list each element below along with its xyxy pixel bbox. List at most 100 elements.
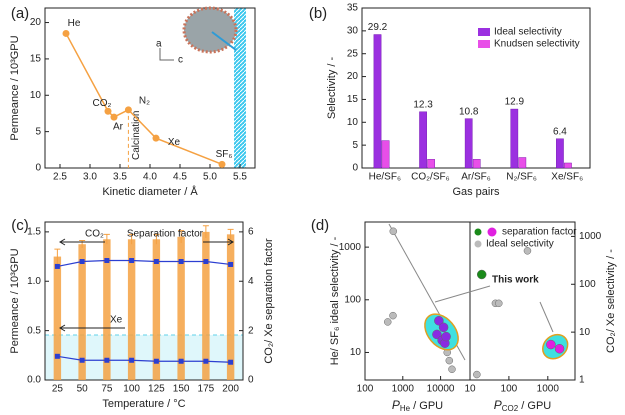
arrow: [539, 301, 554, 333]
x-tick-label: 200: [222, 384, 239, 395]
y-tick-label: 0.0: [27, 375, 41, 386]
bar: [103, 239, 111, 380]
data-point: [178, 259, 184, 264]
legend-label: Ideal selectivity: [486, 239, 554, 250]
arrow: [203, 238, 234, 246]
inset-axis-label: a: [156, 39, 162, 50]
value-label: 29.2: [368, 22, 388, 33]
y-axis-label: Permeance / 10³GPU: [9, 248, 21, 353]
x-tick-label: He/SF₆: [369, 172, 401, 183]
data-point: [389, 227, 398, 236]
x-tick-label: 150: [173, 384, 190, 395]
y-tick-label: 35: [347, 3, 359, 14]
data-point: [104, 107, 112, 115]
value-label: 10.8: [459, 106, 479, 117]
x-axis-label: PCO2 / GPU: [494, 398, 552, 413]
x-tick-label: 100: [123, 384, 140, 395]
x-tick-label: 1000: [537, 384, 560, 395]
point-label: He: [68, 18, 81, 29]
data-point: [495, 299, 503, 308]
value-label: 6.4: [553, 126, 567, 137]
data-point: [104, 357, 110, 363]
data-point: [438, 322, 449, 333]
y-tick-label: 10: [579, 327, 591, 338]
data-point: [228, 359, 234, 365]
x-tick-label: 100: [357, 384, 374, 395]
data-point: [79, 259, 85, 264]
x-axis-unit: / GPU: [410, 400, 443, 412]
series-label: CO₂: [85, 229, 104, 240]
data-point: [153, 259, 159, 264]
y-tick-label: 15: [347, 94, 359, 105]
y2-axis-label: CO₂/ Xe separation factor: [263, 238, 275, 364]
bar: [518, 157, 527, 169]
data-line: [57, 259, 231, 268]
arrow: [59, 238, 105, 246]
connector: [434, 285, 491, 303]
x-tick-label: 50: [77, 384, 89, 395]
bar: [464, 118, 473, 169]
legend-label: Ideal selectivity: [494, 27, 562, 38]
plot-frame: [44, 221, 244, 381]
bar: [419, 111, 427, 169]
data-point: [110, 113, 118, 121]
x-tick-label: 175: [198, 384, 215, 395]
error-bar: [227, 228, 234, 240]
y-tick-label: 1000: [339, 242, 362, 253]
x-tick-label: CO₂/SF₆: [411, 172, 449, 183]
bar: [177, 236, 185, 380]
data-line: [65, 33, 223, 166]
point-label: Xe: [168, 137, 181, 148]
data-point: [104, 258, 110, 264]
data-point: [448, 365, 456, 373]
y-tick-label: 100: [579, 279, 596, 290]
bar: [373, 34, 382, 169]
x-tick-label: 4.0: [143, 172, 157, 183]
x-tick-label: 25: [52, 384, 64, 395]
highlight: [424, 313, 459, 351]
y2-tick-label: 2: [248, 325, 254, 336]
x-axis-sub: CO2: [502, 404, 519, 413]
bar: [53, 256, 62, 380]
bar: [381, 140, 390, 169]
data-point: [129, 357, 135, 363]
inset-axis-label: c: [178, 55, 183, 66]
x-axis-label: Temperature / °C: [102, 398, 185, 410]
y-tick-label: 5: [352, 140, 358, 151]
x-tick-label: 10000: [427, 384, 455, 395]
series-label: Xe: [110, 315, 123, 326]
x-tick-label: Ar/SF₆: [461, 172, 491, 183]
x-axis-symbol: P: [392, 398, 400, 412]
panel-label: (c): [11, 217, 29, 234]
data-point: [203, 259, 209, 264]
data-point: [434, 316, 444, 326]
data-point: [124, 106, 132, 114]
data-point: [228, 261, 234, 267]
bar: [226, 234, 235, 380]
error-bar: [54, 248, 61, 264]
value-label: 12.9: [505, 97, 525, 108]
y-tick-label: 0: [352, 163, 358, 174]
data-point: [546, 339, 556, 350]
y-tick-label: 1: [579, 375, 585, 386]
bar: [202, 231, 210, 380]
data-point: [523, 247, 532, 255]
data-point: [441, 331, 451, 342]
legend-swatch: [478, 28, 490, 36]
legend-swatch: [478, 40, 490, 48]
x-tick-label: 125: [148, 384, 165, 395]
panel-label: (a): [11, 5, 29, 22]
y-axis-label: CO₂/ Xe selectivity / -: [605, 249, 617, 353]
x-tick-label: 3.0: [83, 172, 97, 183]
x-axis-label: Kinetic diameter / Å: [102, 185, 198, 198]
y-tick-label: 20: [30, 17, 42, 28]
hatched-band: [234, 8, 246, 168]
error-bar: [202, 225, 209, 239]
y-tick-label: 0: [35, 163, 41, 174]
bar: [564, 162, 572, 169]
data-point: [54, 263, 60, 269]
annotation: This work: [492, 275, 539, 286]
x-axis-unit: / GPU: [518, 400, 551, 412]
data-point: [79, 357, 85, 363]
